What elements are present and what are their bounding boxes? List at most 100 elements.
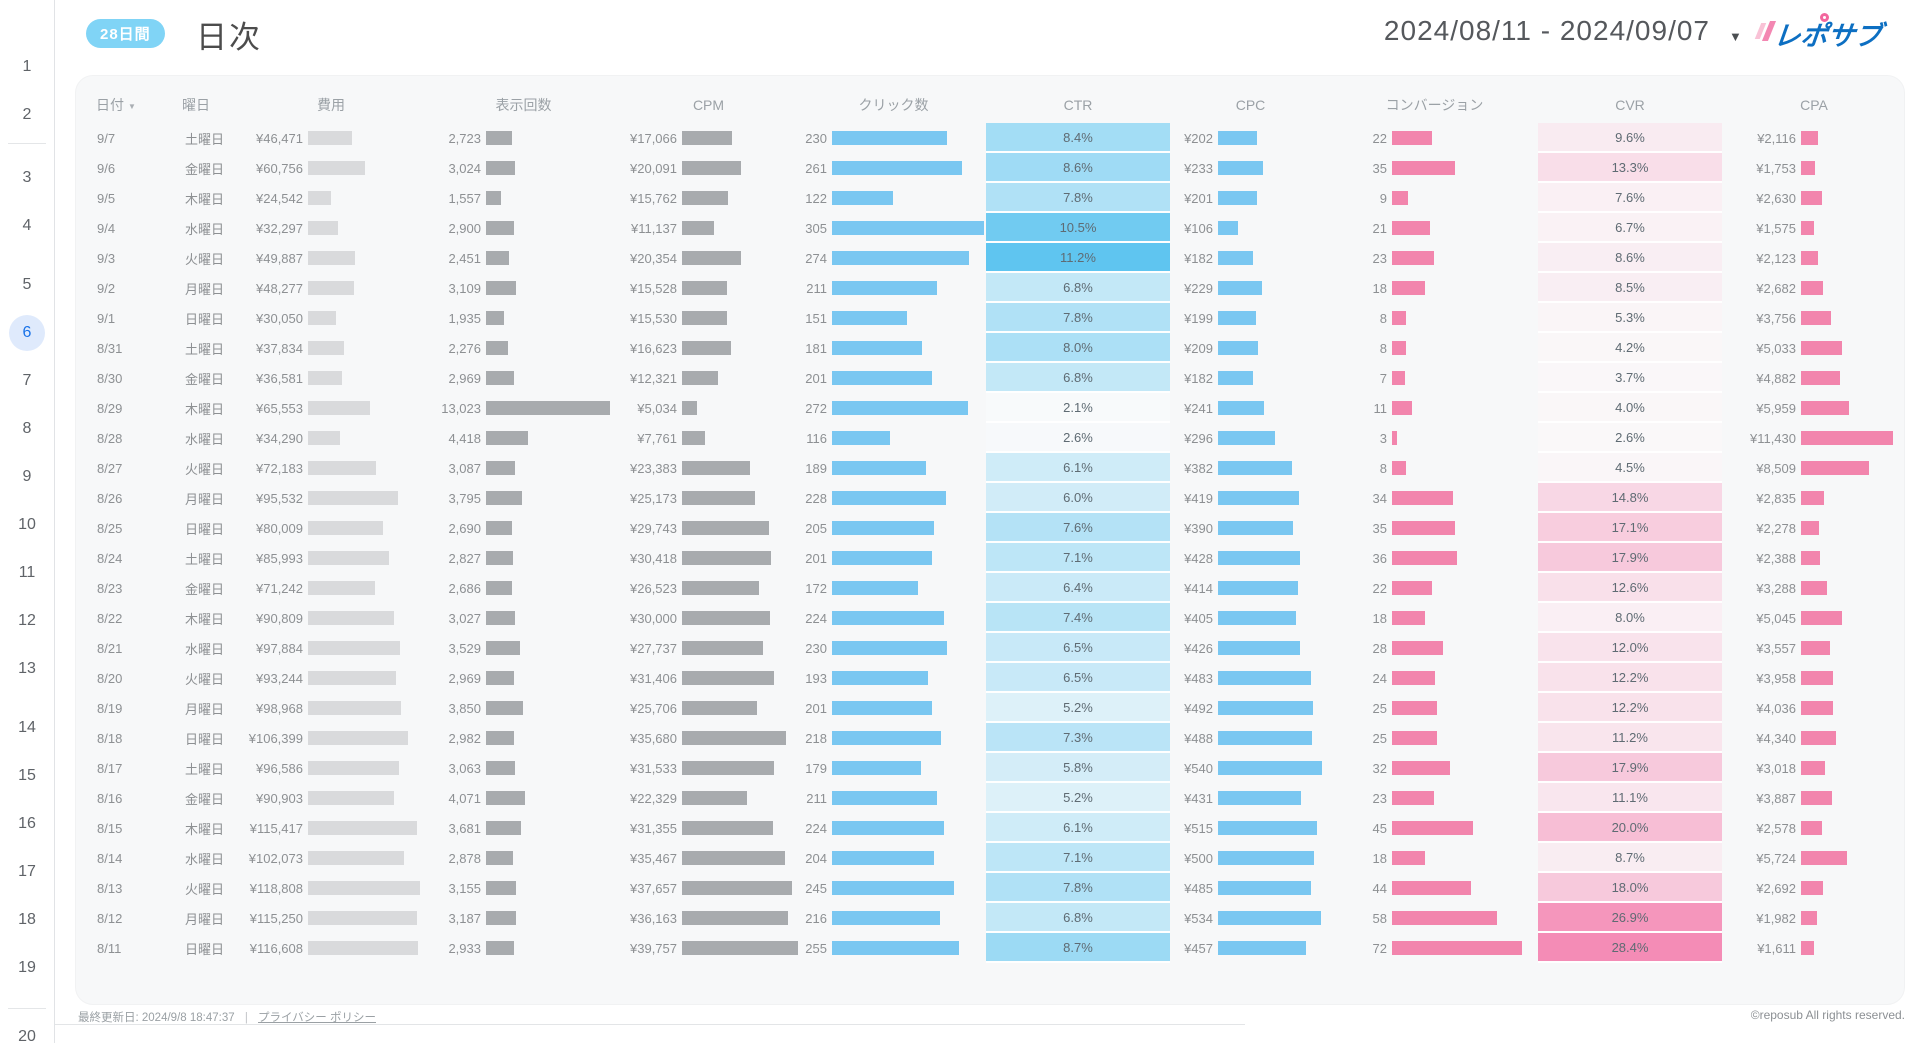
page-number: 16 xyxy=(18,815,36,832)
clicks-bar xyxy=(832,701,932,715)
cost-value: ¥71,242 xyxy=(256,580,303,596)
cost-bar xyxy=(308,431,340,445)
page-nav-item-18[interactable]: 18 xyxy=(0,900,54,940)
cell-cv: 18 xyxy=(1331,843,1538,873)
cell-cv: 34 xyxy=(1331,483,1538,513)
page-nav-item-12[interactable]: 12 xyxy=(0,601,54,641)
date-range-selector[interactable]: 2024/08/11 - 2024/09/07 xyxy=(1383,15,1710,46)
cv-bar xyxy=(1392,401,1412,415)
cell-cpm: ¥29,743 xyxy=(616,513,801,543)
privacy-policy-link[interactable]: プライバシー ポリシー xyxy=(258,1012,376,1024)
cell-ctr: 6.8% xyxy=(986,273,1170,303)
cell-cpc: ¥296 xyxy=(1170,423,1331,453)
cell-cvr: 8.6% xyxy=(1538,243,1722,273)
page-nav-item-20[interactable]: 20 xyxy=(0,1017,54,1043)
cell-clicks: 305 xyxy=(801,213,986,243)
cell-cv: 22 xyxy=(1331,573,1538,603)
cell-cpa: ¥3,958 xyxy=(1722,663,1906,693)
page-nav-item-14[interactable]: 14 xyxy=(0,708,54,748)
page-number: 9 xyxy=(22,468,32,485)
page-nav-item-8[interactable]: 8 xyxy=(0,409,54,449)
cell-cost: ¥116,608 xyxy=(231,933,431,963)
cost-bar xyxy=(308,461,376,475)
page-nav-item-5[interactable]: 5 xyxy=(0,265,54,305)
cpm-bar xyxy=(682,881,792,895)
cv-value: 21 xyxy=(1372,220,1387,236)
page-nav-item-4[interactable]: 4 xyxy=(0,206,54,246)
column-header-cv[interactable]: コンバージョン xyxy=(1385,96,1484,113)
cost-value: ¥48,277 xyxy=(256,280,303,296)
chevron-down-icon[interactable]: ▼ xyxy=(1729,29,1742,44)
imp-bar xyxy=(486,851,513,865)
cv-bar xyxy=(1392,191,1408,205)
column-header-clicks[interactable]: クリック数 xyxy=(858,96,929,113)
cell-dow: 水曜日 xyxy=(185,851,225,867)
clicks-value: 255 xyxy=(805,940,827,956)
cell-ctr: 6.8% xyxy=(986,363,1170,393)
cv-bar xyxy=(1392,371,1405,385)
cell-imp: 2,827 xyxy=(431,543,616,573)
page-nav-item-7[interactable]: 7 xyxy=(0,361,54,401)
page-nav-item-2[interactable]: 2 xyxy=(0,95,54,135)
cpm-bar xyxy=(682,521,769,535)
cell-cpa: ¥2,835 xyxy=(1722,483,1906,513)
cell-imp: 3,681 xyxy=(431,813,616,843)
cost-bar xyxy=(308,881,420,895)
column-header-cost[interactable]: 費用 xyxy=(317,96,345,113)
clicks-bar xyxy=(832,881,954,895)
cell-cpa: ¥3,557 xyxy=(1722,633,1906,663)
cell-cpc: ¥419 xyxy=(1170,483,1331,513)
page-nav-item-3[interactable]: 3 xyxy=(0,158,54,198)
cell-cpc: ¥382 xyxy=(1170,453,1331,483)
imp-bar xyxy=(486,431,528,445)
page-nav-item-16[interactable]: 16 xyxy=(0,804,54,844)
cell-imp: 2,723 xyxy=(431,123,616,153)
cpm-bar xyxy=(682,671,774,685)
cv-value: 28 xyxy=(1372,640,1387,656)
cpc-bar xyxy=(1218,851,1314,865)
column-header-cpm[interactable]: CPM xyxy=(692,96,725,113)
cell-clicks: 204 xyxy=(801,843,986,873)
cpc-value: ¥414 xyxy=(1184,580,1213,596)
cpm-value: ¥35,680 xyxy=(630,730,677,746)
table-row: 9/4 水曜日 ¥32,297 2,900 ¥11,137 305 10.5% ¥106 21 6… xyxy=(76,213,1904,243)
column-header-imp[interactable]: 表示回数 xyxy=(495,96,552,113)
column-header-ctr[interactable]: CTR xyxy=(1063,96,1093,113)
imp-bar xyxy=(486,251,509,265)
page-nav-item-1[interactable]: 1 xyxy=(0,47,54,87)
cell-imp: 2,982 xyxy=(431,723,616,753)
page-nav-item-11[interactable]: 11 xyxy=(0,553,54,593)
page-nav-item-9[interactable]: 9 xyxy=(0,457,54,497)
cpa-value: ¥3,557 xyxy=(1756,640,1796,656)
page-nav-item-17[interactable]: 17 xyxy=(0,852,54,892)
cell-cpa: ¥2,123 xyxy=(1722,243,1906,273)
page-nav-item-15[interactable]: 15 xyxy=(0,756,54,796)
imp-bar xyxy=(486,581,512,595)
cell-cpc: ¥390 xyxy=(1170,513,1331,543)
cell-clicks: 230 xyxy=(801,123,986,153)
column-header-date[interactable]: 日付 ▼ xyxy=(96,96,136,113)
cost-bar xyxy=(308,641,400,655)
cost-value: ¥96,586 xyxy=(256,760,303,776)
cpa-value: ¥5,724 xyxy=(1756,850,1796,866)
cell-imp: 3,155 xyxy=(431,873,616,903)
cell-date: 8/25 xyxy=(97,520,123,536)
page-nav-item-13[interactable]: 13 xyxy=(0,649,54,689)
page-nav-item-10[interactable]: 10 xyxy=(0,505,54,545)
cell-clicks: 228 xyxy=(801,483,986,513)
cv-value: 3 xyxy=(1379,430,1387,446)
column-header-cvr[interactable]: CVR xyxy=(1615,96,1645,113)
column-header-cpc[interactable]: CPC xyxy=(1235,96,1266,113)
column-header-dow[interactable]: 曜日 xyxy=(182,96,210,113)
cell-ctr: 6.5% xyxy=(986,663,1170,693)
cpa-bar xyxy=(1801,821,1822,835)
imp-value: 2,969 xyxy=(448,370,481,386)
cell-dow: 日曜日 xyxy=(185,521,225,537)
cpm-value: ¥20,354 xyxy=(630,250,677,266)
column-header-cpa[interactable]: CPA xyxy=(1800,96,1828,113)
cpm-bar xyxy=(682,131,732,145)
page-nav-item-6[interactable]: 6 xyxy=(0,313,54,353)
page-nav-item-19[interactable]: 19 xyxy=(0,948,54,988)
cell-cpc: ¥483 xyxy=(1170,663,1331,693)
cell-cost: ¥72,183 xyxy=(231,453,431,483)
